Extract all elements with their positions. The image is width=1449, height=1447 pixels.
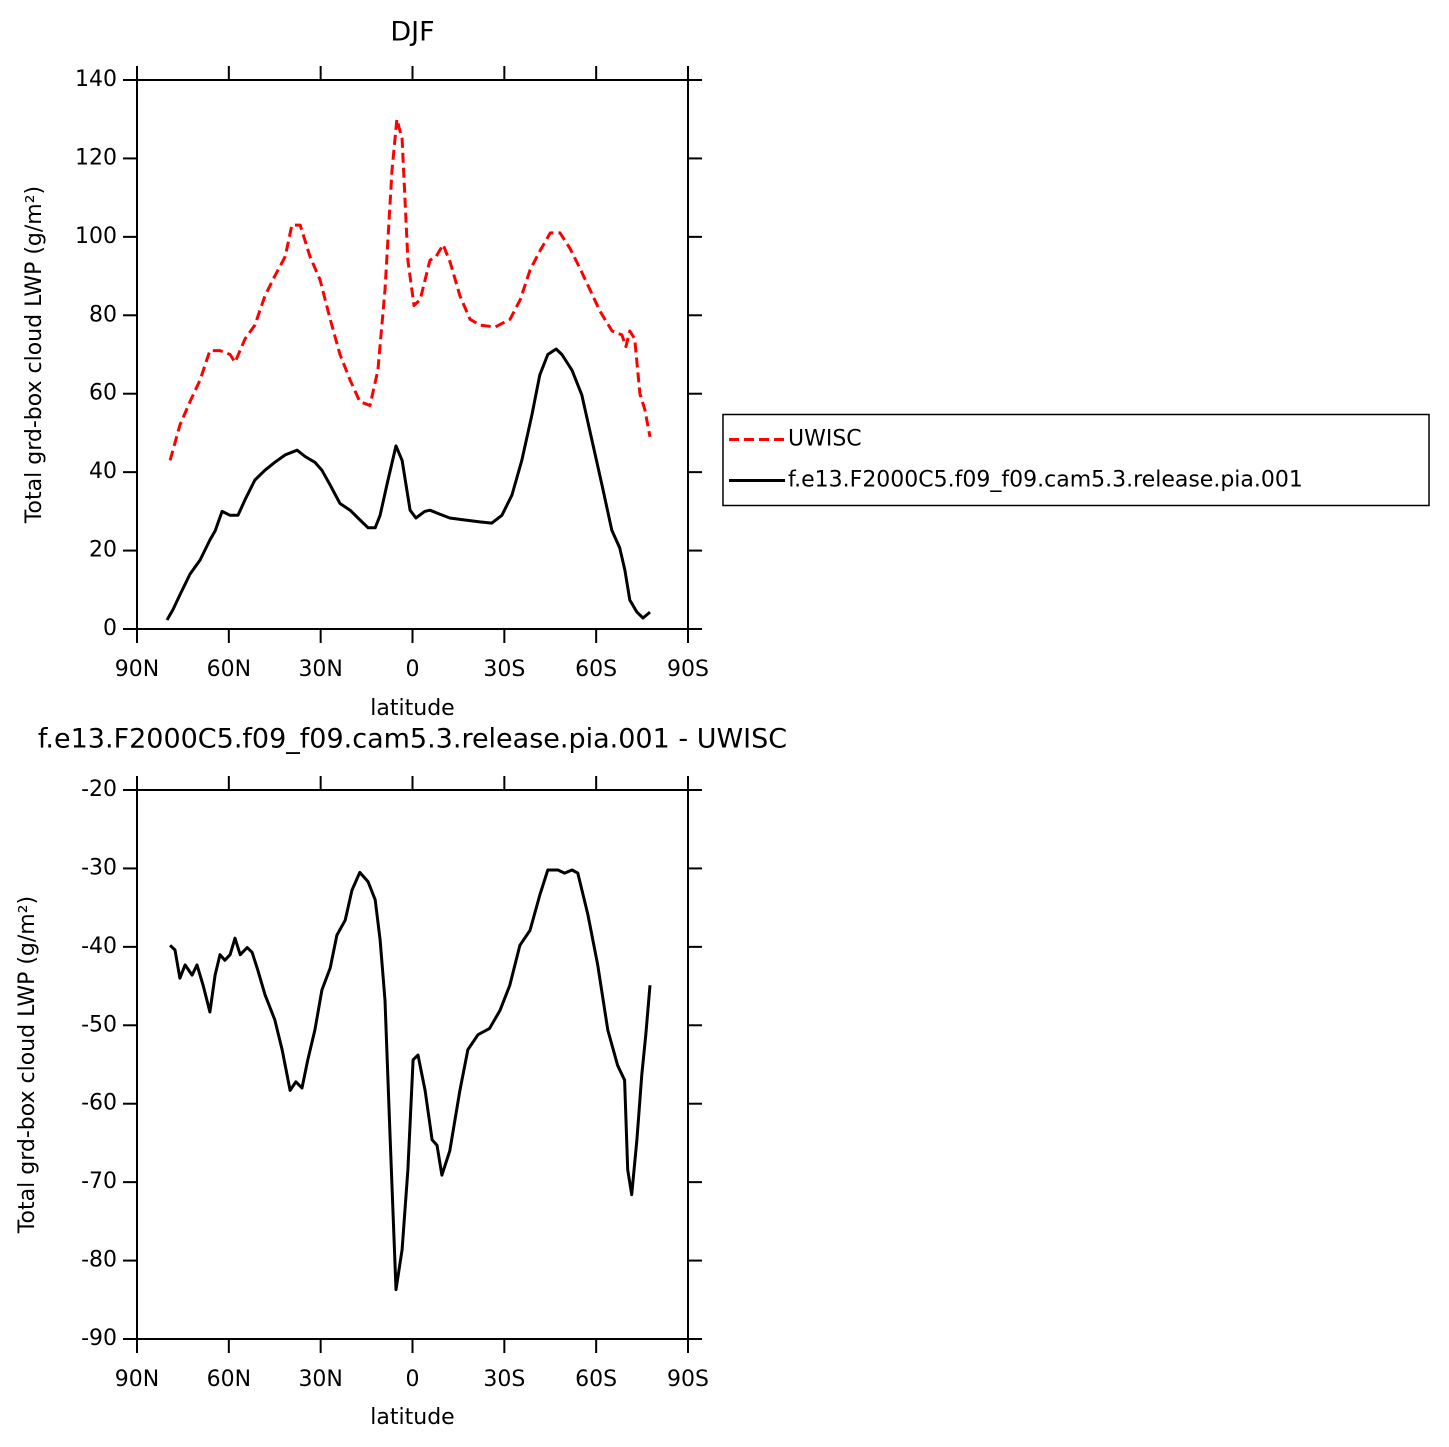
x-axis-label: latitude (370, 1405, 454, 1430)
x-tick-label: 90N (115, 1367, 159, 1392)
x-tick-label: 30N (298, 1367, 342, 1392)
plot-frame (136, 79, 689, 630)
legend-box (722, 413, 1430, 507)
data-line (168, 117, 652, 461)
y-axis-label: Total grd-box cloud LWP (g/m²) (22, 186, 47, 524)
y-tick-label: -80 (81, 1248, 117, 1273)
x-tick-label: 60S (575, 657, 617, 682)
y-tick-label: 100 (75, 224, 117, 249)
y-tick-label: 0 (103, 616, 117, 641)
y-tick-label: 40 (89, 459, 117, 484)
y-tick-label: -60 (81, 1091, 117, 1116)
x-tick-label: 90S (667, 1367, 709, 1392)
x-tick-label: 0 (406, 1367, 420, 1392)
x-tick-label: 60N (207, 1367, 251, 1392)
x-tick-label: 90S (667, 657, 709, 682)
y-tick-label: -90 (81, 1326, 117, 1351)
y-tick-label: 20 (89, 538, 117, 563)
x-tick-label: 30S (483, 1367, 525, 1392)
x-axis-label: latitude (370, 696, 454, 721)
x-tick-label: 30S (483, 657, 525, 682)
y-tick-label: -50 (81, 1012, 117, 1037)
y-tick-label: -30 (81, 855, 117, 880)
y-tick-label: -20 (81, 777, 117, 802)
legend-label: UWISC (788, 427, 862, 452)
x-tick-label: 60N (207, 657, 251, 682)
x-tick-label: 30N (298, 657, 342, 682)
y-tick-label: -70 (81, 1169, 117, 1194)
y-tick-label: 80 (89, 302, 117, 327)
y-tick-label: 120 (75, 145, 117, 170)
y-tick-label: 140 (75, 67, 117, 92)
data-line (169, 868, 652, 1292)
data-line (165, 347, 651, 621)
legend-label: f.e13.F2000C5.f09_f09.cam5.3.release.pia… (788, 468, 1303, 493)
y-axis-label: Total grd-box cloud LWP (g/m²) (15, 896, 40, 1234)
x-tick-label: 90N (115, 657, 159, 682)
x-tick-label: 60S (575, 1367, 617, 1392)
chart-title: f.e13.F2000C5.f09_f09.cam5.3.release.pia… (38, 724, 787, 755)
x-tick-label: 0 (406, 657, 420, 682)
y-tick-label: 60 (89, 381, 117, 406)
plot-frame (136, 789, 689, 1340)
chart-title: DJF (390, 17, 434, 48)
y-tick-label: -40 (81, 934, 117, 959)
